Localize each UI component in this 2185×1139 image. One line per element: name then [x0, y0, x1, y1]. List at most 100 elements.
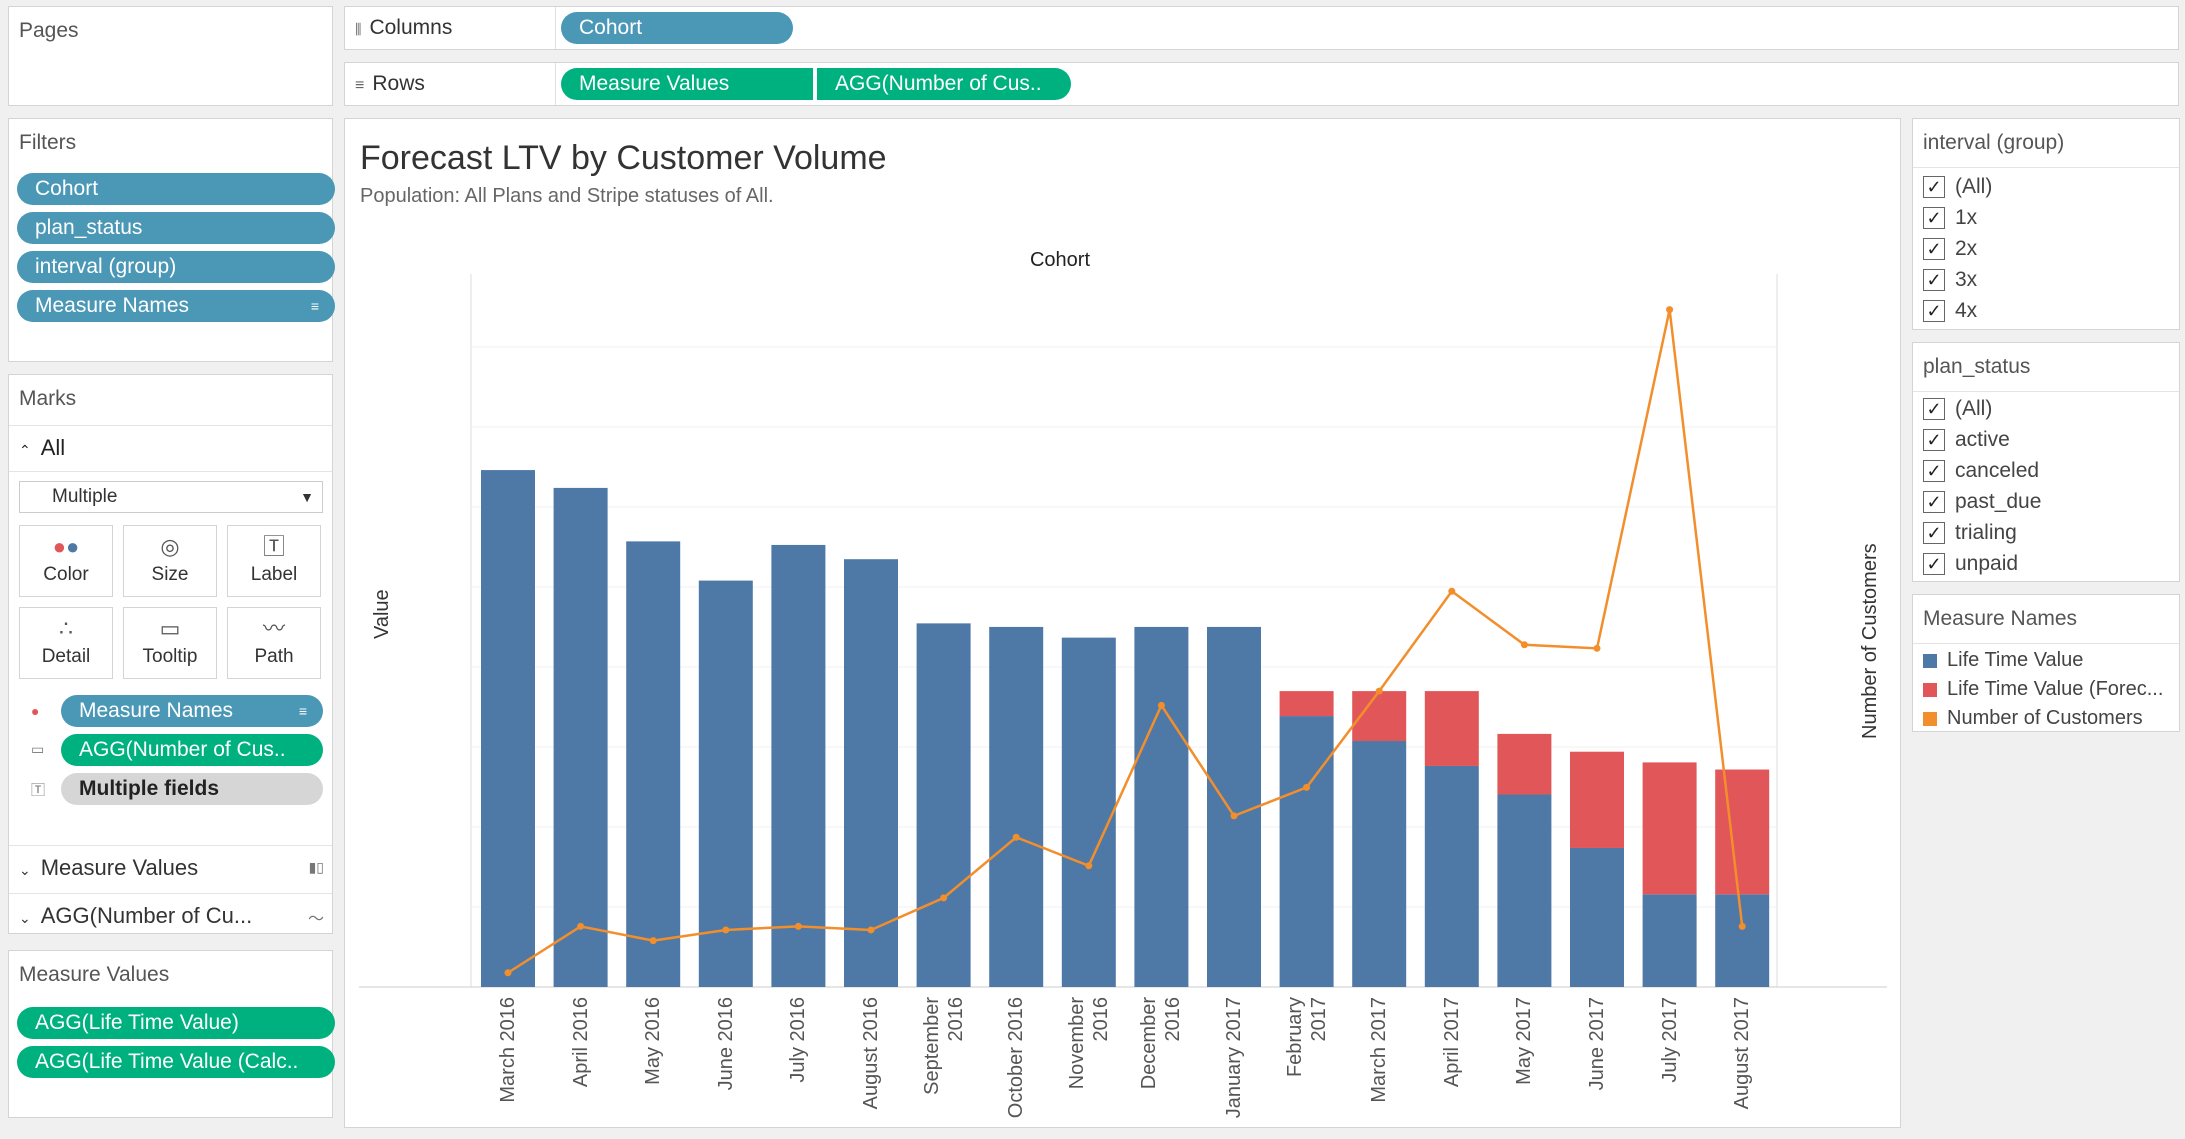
- legend-item-life-time-value[interactable]: Life Time Value: [1923, 649, 2083, 672]
- bar-life-time-value[interactable]: [771, 544, 826, 987]
- filter-pill-measure-names[interactable]: Measure Names ≡: [17, 290, 335, 322]
- point-number-of-customers[interactable]: [504, 969, 512, 977]
- checkbox-checked-icon: ✓: [1923, 176, 1945, 198]
- bar-life-time-value[interactable]: [626, 541, 681, 987]
- point-number-of-customers[interactable]: [794, 922, 802, 930]
- filter-pill-measure-names-label: Measure Names: [35, 294, 190, 317]
- pages-panel: Pages: [8, 6, 333, 106]
- plan-status-option-past-due[interactable]: ✓ past_due: [1923, 488, 2041, 516]
- detail-button[interactable]: ∴ Detail: [19, 607, 113, 679]
- point-number-of-customers[interactable]: [1448, 587, 1456, 595]
- path-button[interactable]: 〰 Path: [227, 607, 321, 679]
- point-number-of-customers[interactable]: [722, 926, 730, 934]
- legend-item-life-time-value-forecast[interactable]: Life Time Value (Forec...: [1923, 678, 2163, 701]
- bar-life-time-value[interactable]: [481, 470, 535, 987]
- marks-field-measure-names[interactable]: Measure Names ≡: [61, 695, 323, 727]
- marks-section-measure-values[interactable]: ⌄ Measure Values ▮▯: [19, 855, 324, 880]
- bar-life-time-value[interactable]: [1061, 637, 1116, 987]
- point-number-of-customers[interactable]: [649, 937, 657, 945]
- rows-shelf[interactable]: ≡ Rows Measure Values AGG(Number of Cus..: [344, 62, 2179, 106]
- marks-section-agg-number-of-customers[interactable]: ⌄ AGG(Number of Cu... 〜: [19, 903, 324, 928]
- mark-type-dropdown[interactable]: Multiple ▼: [19, 481, 323, 513]
- bar-life-time-value[interactable]: [1642, 894, 1697, 987]
- size-button[interactable]: ◎ Size: [123, 525, 217, 597]
- bar-life-time-value[interactable]: [1424, 765, 1479, 987]
- point-number-of-customers[interactable]: [1738, 922, 1746, 930]
- bar-life-time-value[interactable]: [1715, 894, 1770, 987]
- bar-life-time-value[interactable]: [1279, 716, 1334, 987]
- interval-option-4x[interactable]: ✓ 4x: [1923, 297, 1977, 325]
- bar-life-time-value-forecast[interactable]: [1279, 691, 1334, 717]
- color-button[interactable]: ●● Color: [19, 525, 113, 597]
- bar-life-time-value[interactable]: [1570, 847, 1624, 987]
- chart-subtitle: Population: All Plans and Stripe statuse…: [360, 185, 774, 207]
- point-number-of-customers[interactable]: [1375, 687, 1383, 695]
- interval-option-2x[interactable]: ✓ 2x: [1923, 235, 1977, 263]
- column-header: Cohort: [1029, 249, 1091, 271]
- marks-field-agg-number-of-customers[interactable]: AGG(Number of Cus..: [61, 734, 323, 766]
- filter-pill-interval-group[interactable]: interval (group): [17, 251, 335, 283]
- marks-field-multiple-fields[interactable]: Multiple fields: [61, 773, 323, 805]
- bar-life-time-value-forecast[interactable]: [1424, 691, 1479, 766]
- bar-life-time-value[interactable]: [553, 487, 608, 987]
- plan-status-option-canceled[interactable]: ✓ canceled: [1923, 457, 2039, 485]
- chevron-down-icon: ⌄: [19, 862, 31, 878]
- label-field-icon: 🅃: [31, 782, 45, 798]
- plan-status-option-unpaid[interactable]: ✓ unpaid: [1923, 550, 2018, 578]
- measure-values-pill-ltv-calc[interactable]: AGG(Life Time Value (Calc..: [17, 1046, 335, 1078]
- point-number-of-customers[interactable]: [577, 922, 585, 930]
- point-number-of-customers[interactable]: [1666, 306, 1674, 314]
- bar-life-time-value[interactable]: [844, 559, 898, 987]
- bar-life-time-value-forecast[interactable]: [1642, 762, 1697, 895]
- line-number-of-customers: [507, 309, 1744, 974]
- columns-shelf[interactable]: ⫼ Columns Cohort: [344, 6, 2179, 50]
- marks-title: Marks: [19, 387, 77, 410]
- bar-life-time-value[interactable]: [1352, 741, 1407, 987]
- point-number-of-customers[interactable]: [1012, 833, 1020, 841]
- x-tick-label: May 2017: [1513, 997, 1536, 1085]
- filter-pill-cohort[interactable]: Cohort: [17, 173, 335, 205]
- legend-item-number-of-customers[interactable]: Number of Customers: [1923, 707, 2143, 730]
- point-number-of-customers[interactable]: [940, 894, 948, 902]
- label-button[interactable]: 🅃 Label: [227, 525, 321, 597]
- x-tick-label: March 2017: [1368, 997, 1391, 1103]
- interval-option-all[interactable]: ✓ (All): [1923, 173, 1992, 201]
- interval-option-3x[interactable]: ✓ 3x: [1923, 266, 1977, 294]
- columns-pill-cohort[interactable]: Cohort: [561, 12, 793, 44]
- bar-life-time-value-forecast[interactable]: [1715, 769, 1770, 895]
- point-number-of-customers[interactable]: [1230, 812, 1238, 820]
- tooltip-button[interactable]: ▭ Tooltip: [123, 607, 217, 679]
- plan-status-option-active[interactable]: ✓ active: [1923, 426, 2010, 454]
- bar-life-time-value[interactable]: [698, 580, 753, 987]
- point-number-of-customers[interactable]: [1520, 641, 1528, 649]
- bar-life-time-value[interactable]: [916, 623, 971, 987]
- bar-life-time-value-forecast[interactable]: [1570, 751, 1624, 848]
- x-tick-label: August 2017: [1731, 997, 1754, 1110]
- rows-pill-agg-number-of-customers[interactable]: AGG(Number of Cus..: [817, 68, 1071, 100]
- point-number-of-customers[interactable]: [1303, 783, 1311, 791]
- marks-all-card[interactable]: ⌃ All: [19, 435, 66, 460]
- point-number-of-customers[interactable]: [1157, 701, 1165, 709]
- point-number-of-customers[interactable]: [1593, 644, 1601, 652]
- shelf-separator: [555, 63, 556, 105]
- bar-life-time-value[interactable]: [1497, 794, 1552, 987]
- chevron-down-icon: ▼: [300, 489, 314, 505]
- legend-divider: [1913, 643, 2179, 644]
- filter-pill-plan-status[interactable]: plan_status: [17, 212, 335, 244]
- checkbox-checked-icon: ✓: [1923, 429, 1945, 451]
- filter-divider: [1913, 391, 2179, 392]
- bar-life-time-value[interactable]: [989, 626, 1044, 987]
- bar-life-time-value[interactable]: [1134, 626, 1189, 987]
- plan-status-option-all[interactable]: ✓ (All): [1923, 395, 1992, 423]
- chart-sheet: Forecast LTV by Customer Volume Populati…: [344, 118, 1901, 1128]
- interval-filter-title: interval (group): [1923, 131, 2065, 154]
- measure-values-pill-ltv[interactable]: AGG(Life Time Value): [17, 1007, 335, 1039]
- bar-life-time-value[interactable]: [1207, 626, 1261, 987]
- interval-option-1x[interactable]: ✓ 1x: [1923, 204, 1977, 232]
- point-number-of-customers[interactable]: [867, 926, 875, 934]
- bar-life-time-value-forecast[interactable]: [1497, 733, 1552, 795]
- point-number-of-customers[interactable]: [1085, 862, 1093, 870]
- rows-pill-measure-values[interactable]: Measure Values: [561, 68, 813, 100]
- measure-values-title: Measure Values: [19, 963, 170, 986]
- plan-status-option-trialing[interactable]: ✓ trialing: [1923, 519, 2017, 547]
